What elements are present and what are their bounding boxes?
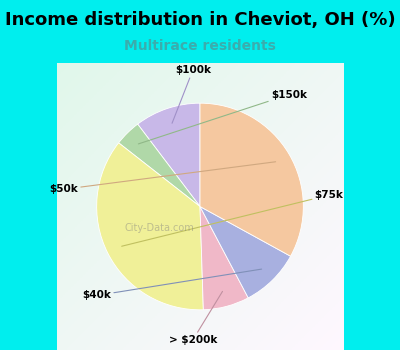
Text: City-Data.com: City-Data.com: [125, 223, 195, 233]
Text: Income distribution in Cheviot, OH (%): Income distribution in Cheviot, OH (%): [5, 10, 395, 28]
Text: > $200k: > $200k: [169, 292, 222, 345]
Text: $50k: $50k: [49, 162, 276, 194]
Wedge shape: [97, 143, 203, 310]
Text: $75k: $75k: [122, 190, 344, 246]
Wedge shape: [119, 124, 200, 206]
Wedge shape: [200, 206, 290, 298]
Text: $150k: $150k: [138, 90, 307, 144]
Wedge shape: [200, 206, 248, 310]
Text: Multirace residents: Multirace residents: [124, 38, 276, 52]
Text: $100k: $100k: [172, 65, 211, 123]
Wedge shape: [200, 103, 303, 256]
Wedge shape: [138, 103, 200, 206]
Text: $40k: $40k: [82, 269, 262, 300]
